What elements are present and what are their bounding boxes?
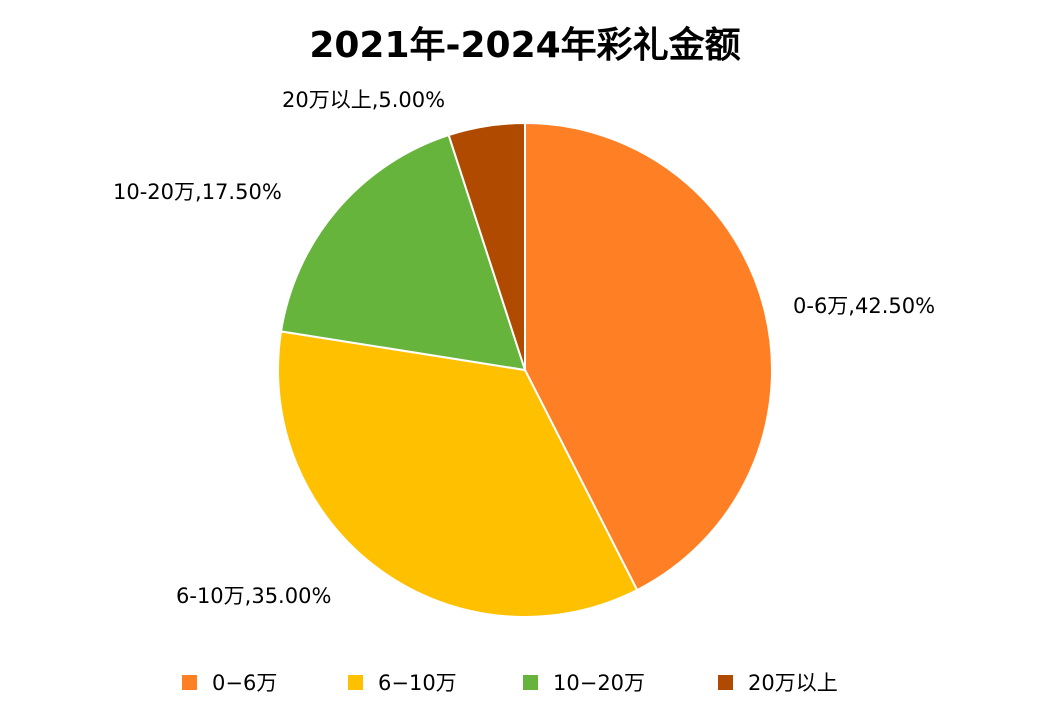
pie-slice-1 xyxy=(524,121,774,592)
legend: 0−6万 6−10万 10−20万 20万以上 xyxy=(182,671,838,695)
legend-swatch-1 xyxy=(182,675,197,690)
pie-slice-4 xyxy=(447,121,526,371)
legend-label-2: 6−10万 xyxy=(378,671,457,695)
data-labels: 0-6万,42.50% 6-10万,35.00% 10-20万,17.50% 20万以… xyxy=(113,88,935,608)
pie-slices xyxy=(277,121,774,619)
legend-swatch-3 xyxy=(523,675,538,690)
legend-swatch-4 xyxy=(718,675,733,690)
pie-slice-2 xyxy=(277,330,639,619)
legend-swatch-2 xyxy=(348,675,363,690)
legend-label-3: 10−20万 xyxy=(553,671,645,695)
data-label-3: 10-20万,17.50% xyxy=(113,180,282,204)
data-label-4: 20万以上,5.00% xyxy=(282,88,445,112)
data-label-1: 0-6万,42.50% xyxy=(793,294,935,318)
chart-title: 2021年-2024年彩礼金额 xyxy=(309,24,740,66)
legend-label-1: 0−6万 xyxy=(212,671,277,695)
pie-slice-3 xyxy=(279,133,527,372)
data-label-2: 6-10万,35.00% xyxy=(176,584,331,608)
legend-label-4: 20万以上 xyxy=(748,671,838,695)
